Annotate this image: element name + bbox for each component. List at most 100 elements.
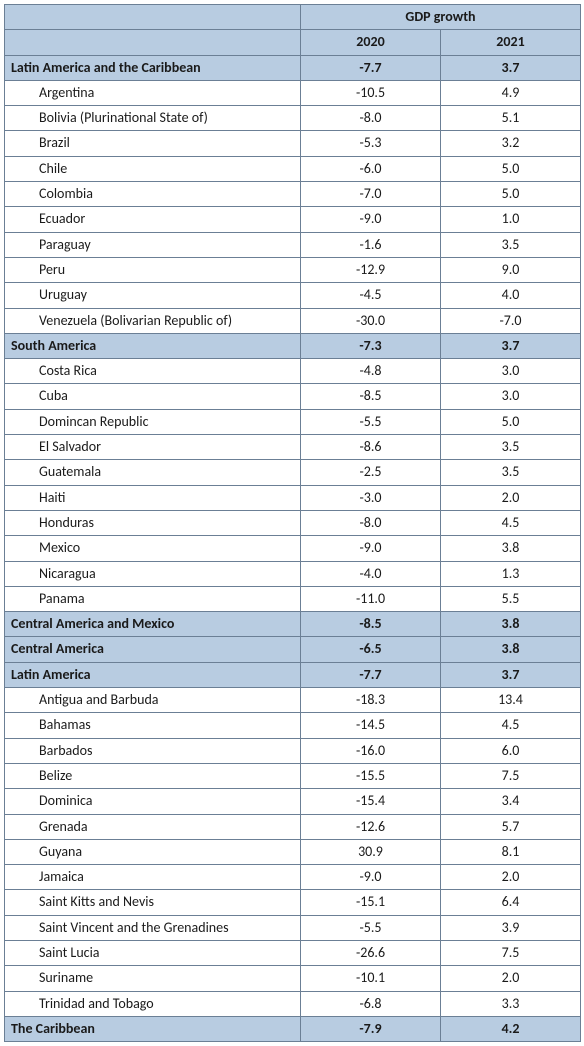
value-2021: 3.7 (441, 55, 581, 80)
value-2021: 2.0 (441, 865, 581, 890)
value-2020: -5.3 (301, 131, 441, 156)
value-2020: -6.5 (301, 637, 441, 662)
country-label: Suriname (5, 966, 301, 991)
table-row: Peru-12.99.0 (5, 257, 581, 282)
country-label: Mexico (5, 536, 301, 561)
value-2021: 3.8 (441, 637, 581, 662)
value-2021: 5.0 (441, 156, 581, 181)
value-2020: -8.6 (301, 435, 441, 460)
country-label: Venezuela (Bolivarian Republic of) (5, 308, 301, 333)
value-2021: 1.0 (441, 207, 581, 232)
value-2021: 7.5 (441, 940, 581, 965)
value-2020: -6.8 (301, 991, 441, 1016)
table-row: Guyana30.98.1 (5, 839, 581, 864)
country-label: Nicaragua (5, 561, 301, 586)
country-label: Colombia (5, 182, 301, 207)
value-2020: -4.0 (301, 561, 441, 586)
country-label: Panama (5, 586, 301, 611)
value-2021: 4.2 (441, 1016, 581, 1041)
table-row: Cuba-8.53.0 (5, 384, 581, 409)
value-2020: -15.4 (301, 789, 441, 814)
gdp-growth-table: GDP growth 2020 2021 Latin America and t… (4, 4, 581, 1042)
country-label: Barbados (5, 738, 301, 763)
value-2021: 4.5 (441, 510, 581, 535)
value-2020: -8.5 (301, 384, 441, 409)
table-row: Barbados-16.06.0 (5, 738, 581, 763)
country-label: Guatemala (5, 460, 301, 485)
header-title: GDP growth (301, 5, 581, 30)
value-2020: 30.9 (301, 839, 441, 864)
country-label: Bahamas (5, 713, 301, 738)
value-2021: 6.0 (441, 738, 581, 763)
country-label: Antigua and Barbuda (5, 688, 301, 713)
table-row: Latin America-7.73.7 (5, 662, 581, 687)
value-2020: -12.6 (301, 814, 441, 839)
value-2020: -5.5 (301, 409, 441, 434)
value-2020: -8.0 (301, 510, 441, 535)
header-blank (5, 5, 301, 30)
table-row: Nicaragua-4.01.3 (5, 561, 581, 586)
value-2021: 4.5 (441, 713, 581, 738)
value-2021: 5.7 (441, 814, 581, 839)
header-row-title: GDP growth (5, 5, 581, 30)
value-2020: -8.5 (301, 612, 441, 637)
value-2020: -2.5 (301, 460, 441, 485)
value-2021: 4.9 (441, 80, 581, 105)
table-row: Central America and Mexico-8.53.8 (5, 612, 581, 637)
country-label: Brazil (5, 131, 301, 156)
header-blank-2 (5, 30, 301, 55)
country-label: Trinidad and Tobago (5, 991, 301, 1016)
value-2020: -10.1 (301, 966, 441, 991)
value-2020: -10.5 (301, 80, 441, 105)
country-label: Saint Kitts and Nevis (5, 890, 301, 915)
table-row: Chile-6.05.0 (5, 156, 581, 181)
value-2021: 3.8 (441, 612, 581, 637)
country-label: El Salvador (5, 435, 301, 460)
value-2020: -11.0 (301, 586, 441, 611)
value-2020: -26.6 (301, 940, 441, 965)
value-2020: -30.0 (301, 308, 441, 333)
value-2021: 3.4 (441, 789, 581, 814)
table-row: Saint Kitts and Nevis-15.16.4 (5, 890, 581, 915)
country-label: Saint Lucia (5, 940, 301, 965)
table-row: Central America-6.53.8 (5, 637, 581, 662)
table-row: Domincan Republic-5.55.0 (5, 409, 581, 434)
value-2021: 3.3 (441, 991, 581, 1016)
table-row: Bolivia (Plurinational State of)-8.05.1 (5, 106, 581, 131)
country-label: Paraguay (5, 232, 301, 257)
country-label: Uruguay (5, 283, 301, 308)
value-2020: -9.0 (301, 865, 441, 890)
value-2021: 1.3 (441, 561, 581, 586)
country-label: Ecuador (5, 207, 301, 232)
value-2021: 3.0 (441, 359, 581, 384)
value-2021: 3.7 (441, 333, 581, 358)
table-row: Argentina-10.54.9 (5, 80, 581, 105)
table-row: Belize-15.57.5 (5, 763, 581, 788)
value-2020: -4.5 (301, 283, 441, 308)
value-2021: 13.4 (441, 688, 581, 713)
value-2021: 3.0 (441, 384, 581, 409)
region-label: The Caribbean (5, 1016, 301, 1041)
value-2021: 2.0 (441, 966, 581, 991)
value-2021: 9.0 (441, 257, 581, 282)
value-2021: 7.5 (441, 763, 581, 788)
value-2020: -12.9 (301, 257, 441, 282)
value-2021: 5.0 (441, 409, 581, 434)
country-label: Guyana (5, 839, 301, 864)
country-label: Haiti (5, 485, 301, 510)
table-row: Colombia-7.05.0 (5, 182, 581, 207)
table-row: Latin America and the Caribbean-7.73.7 (5, 55, 581, 80)
table-row: South America-7.33.7 (5, 333, 581, 358)
region-label: South America (5, 333, 301, 358)
value-2021: 6.4 (441, 890, 581, 915)
value-2021: 3.7 (441, 662, 581, 687)
table-row: Antigua and Barbuda-18.313.4 (5, 688, 581, 713)
country-label: Cuba (5, 384, 301, 409)
country-label: Belize (5, 763, 301, 788)
country-label: Peru (5, 257, 301, 282)
value-2021: 3.5 (441, 435, 581, 460)
value-2021: 3.5 (441, 460, 581, 485)
value-2021: -7.0 (441, 308, 581, 333)
value-2020: -3.0 (301, 485, 441, 510)
region-label: Latin America (5, 662, 301, 687)
